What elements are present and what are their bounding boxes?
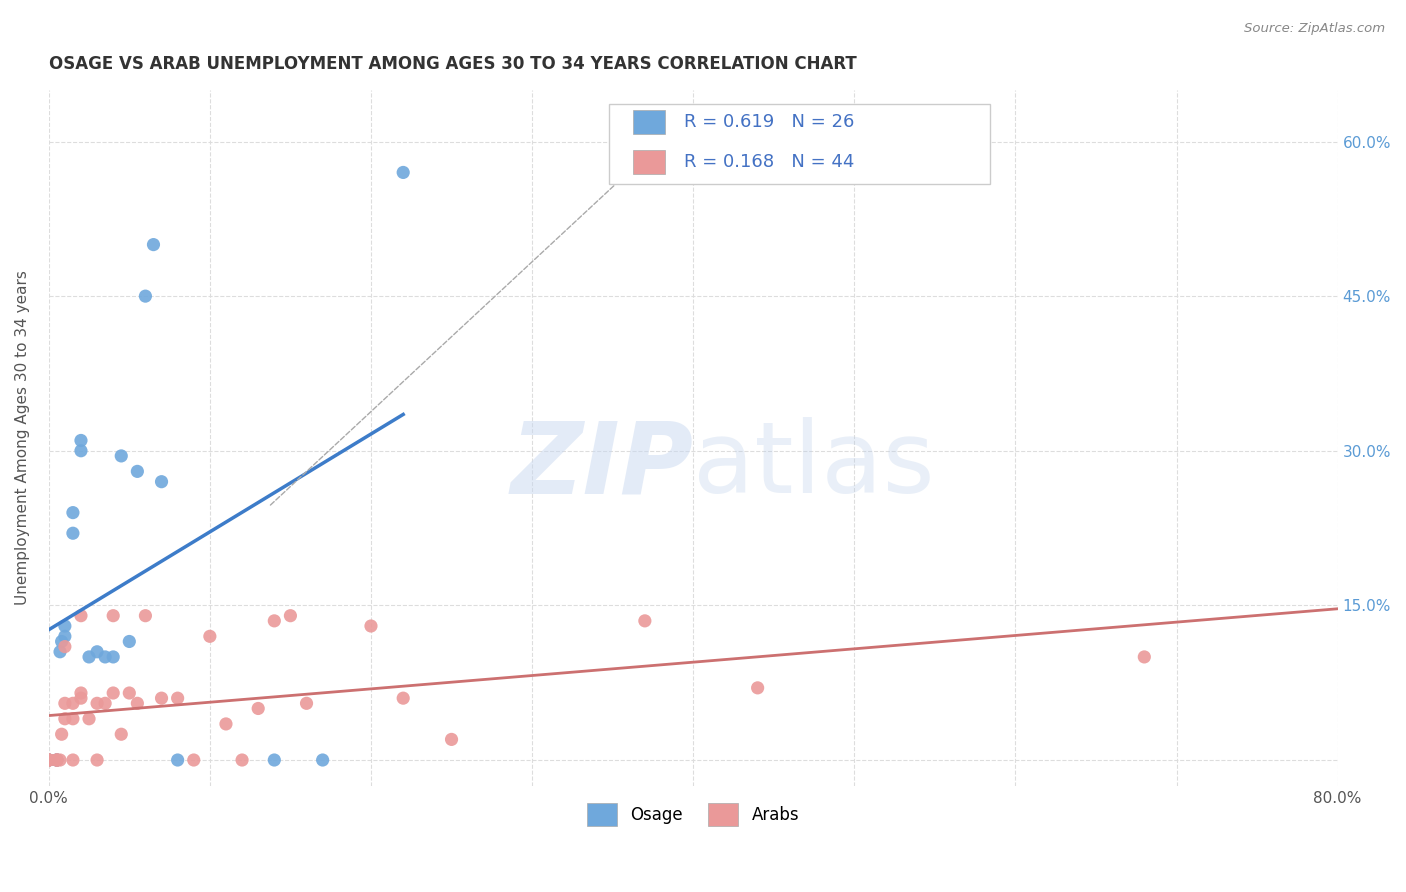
Point [263,614,285,628]
Point [77,649,100,664]
Point [263,753,285,767]
Point [110,449,132,463]
Point [634,614,657,628]
Point [134,289,156,303]
Point [280,608,302,623]
Point [103,608,125,623]
Point [86,645,108,659]
Point [38,753,60,767]
FancyBboxPatch shape [633,110,665,135]
Point [103,649,125,664]
Point [49,753,72,767]
Point [1133,649,1156,664]
Text: Source: ZipAtlas.com: Source: ZipAtlas.com [1244,22,1385,36]
Point [62,506,84,520]
Point [62,712,84,726]
Point [86,696,108,710]
Point [62,696,84,710]
Point [62,753,84,767]
Point [311,753,333,767]
Point [392,691,415,706]
FancyBboxPatch shape [633,150,665,174]
Point [45,753,67,767]
Point [38,753,60,767]
Point [53,629,76,643]
Point [51,634,73,648]
Point [53,619,76,633]
Point [77,712,100,726]
Point [86,753,108,767]
Point [118,634,141,648]
Point [45,753,67,767]
Point [134,608,156,623]
FancyBboxPatch shape [609,103,990,184]
Point [215,717,238,731]
Point [70,608,93,623]
Point [51,727,73,741]
Text: R = 0.619   N = 26: R = 0.619 N = 26 [685,113,855,131]
Text: R = 0.168   N = 44: R = 0.168 N = 44 [685,153,855,171]
Point [166,753,188,767]
Point [45,753,67,767]
Point [53,640,76,654]
Point [440,732,463,747]
Point [53,712,76,726]
Point [38,753,60,767]
Point [183,753,205,767]
Text: atlas: atlas [693,417,935,514]
Point [49,645,72,659]
Point [150,691,173,706]
Point [295,696,318,710]
Point [142,237,165,252]
Point [94,696,117,710]
Point [127,696,149,710]
Point [150,475,173,489]
Point [70,691,93,706]
Point [198,629,221,643]
Point [70,686,93,700]
Point [103,686,125,700]
Point [38,753,60,767]
Point [247,701,270,715]
Point [127,464,149,478]
Point [118,686,141,700]
Point [231,753,253,767]
Y-axis label: Unemployment Among Ages 30 to 34 years: Unemployment Among Ages 30 to 34 years [15,270,30,606]
Point [38,753,60,767]
Legend: Osage, Arabs: Osage, Arabs [581,797,806,833]
Point [110,727,132,741]
Point [45,753,67,767]
Point [747,681,769,695]
Point [62,526,84,541]
Point [94,649,117,664]
Point [166,691,188,706]
Point [70,434,93,448]
Point [360,619,382,633]
Point [70,443,93,458]
Text: ZIP: ZIP [510,417,693,514]
Point [53,696,76,710]
Text: OSAGE VS ARAB UNEMPLOYMENT AMONG AGES 30 TO 34 YEARS CORRELATION CHART: OSAGE VS ARAB UNEMPLOYMENT AMONG AGES 30… [49,55,856,73]
Point [45,753,67,767]
Point [392,165,415,179]
Point [38,753,60,767]
